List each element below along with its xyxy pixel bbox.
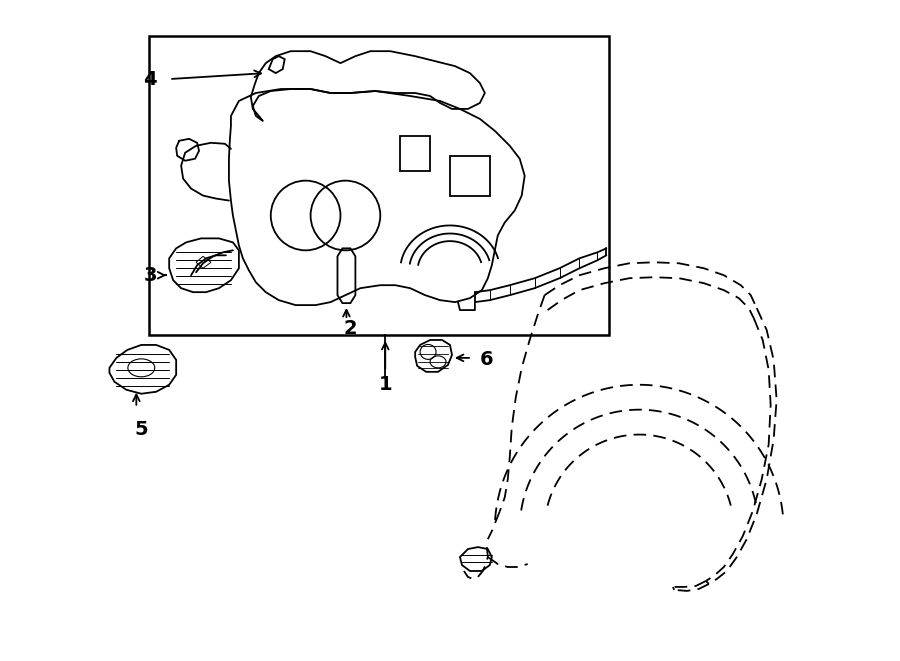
Text: 4: 4: [142, 69, 157, 89]
Text: 5: 5: [134, 420, 148, 439]
Text: 2: 2: [344, 319, 357, 338]
Text: 6: 6: [480, 350, 493, 369]
Bar: [149, 36, 609, 335]
Text: 3: 3: [144, 266, 158, 285]
Text: 1: 1: [379, 375, 392, 394]
